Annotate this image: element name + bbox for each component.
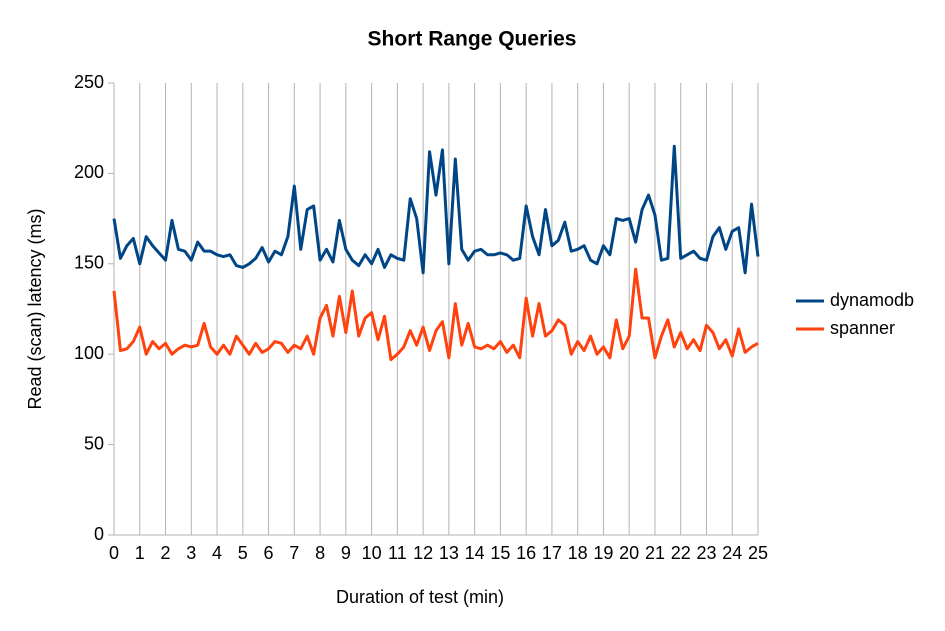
x-axis-label: Duration of test (min) xyxy=(336,587,504,607)
x-tick-label: 18 xyxy=(568,543,588,563)
legend-label: spanner xyxy=(830,318,895,338)
x-tick-label: 14 xyxy=(465,543,485,563)
x-tick-label: 9 xyxy=(341,543,351,563)
x-tick-label: 8 xyxy=(315,543,325,563)
x-tick-label: 5 xyxy=(238,543,248,563)
legend-label: dynamodb xyxy=(830,290,914,310)
x-tick-label: 12 xyxy=(413,543,433,563)
x-tick-label: 11 xyxy=(388,543,407,563)
y-tick-label: 100 xyxy=(74,343,104,363)
chart-title: Short Range Queries xyxy=(368,28,577,51)
x-tick-label: 3 xyxy=(186,543,196,563)
y-tick-label: 200 xyxy=(74,162,104,182)
x-tick-label: 0 xyxy=(109,543,119,563)
x-tick-label: 15 xyxy=(490,543,510,563)
data-line xyxy=(112,267,759,362)
x-tick-label: 1 xyxy=(135,543,145,563)
x-tick-label: 10 xyxy=(362,543,382,563)
x-tick-label: 25 xyxy=(748,543,768,563)
x-tick-label: 6 xyxy=(264,543,274,563)
x-tick-label: 24 xyxy=(722,543,742,563)
data-line xyxy=(112,144,760,275)
x-tick-label: 13 xyxy=(439,543,459,563)
x-tick-label: 21 xyxy=(645,543,665,563)
y-tick-label: 50 xyxy=(84,433,104,453)
x-tick-label: 19 xyxy=(593,543,613,563)
y-tick-label: 150 xyxy=(74,253,104,273)
y-tick-label: 250 xyxy=(74,72,104,92)
x-tick-label: 4 xyxy=(212,543,222,563)
x-tick-label: 23 xyxy=(696,543,716,563)
x-tick-label: 20 xyxy=(619,543,639,563)
x-tick-label: 17 xyxy=(542,543,562,563)
y-tick-label: 0 xyxy=(94,524,104,544)
x-tick-label: 7 xyxy=(289,543,299,563)
y-axis-label: Read (scan) latency (ms) xyxy=(25,208,45,409)
x-tick-label: 2 xyxy=(161,543,171,563)
x-tick-label: 16 xyxy=(516,543,536,563)
x-tick-label: 22 xyxy=(671,543,691,563)
